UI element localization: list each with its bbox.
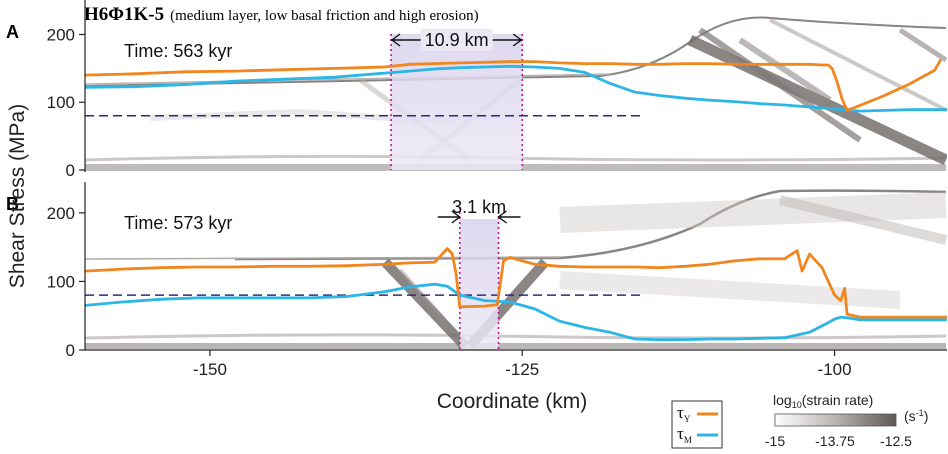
colorbar: log10(strain rate) (s-1) -15 -13.75 -12.… xyxy=(765,392,928,449)
legend-symbol-tau-y: τY xyxy=(677,403,691,424)
panel-b-series-tau-y xyxy=(85,247,947,319)
y-axis-label: Shear Stress (MPa) xyxy=(6,104,29,288)
legend-item-tau-y: τY xyxy=(677,403,718,424)
panel-letter-b: B xyxy=(6,194,19,214)
panel-b-arrow-head-left xyxy=(451,210,461,224)
panel-a-y-tick-label: 0 xyxy=(66,161,75,180)
panel-a-y-tick-label: 100 xyxy=(47,93,75,112)
colorbar-unit: (s-1) xyxy=(904,408,928,424)
panel-b-width-marker: 3.1 km xyxy=(437,197,521,224)
legend-symbol-tau-m: τM xyxy=(677,424,692,445)
panel-b-y-tick-label: 100 xyxy=(47,272,75,291)
x-tick-label: -150 xyxy=(193,360,227,379)
x-tick-label: -125 xyxy=(505,360,539,379)
panel-a-y-tick-label: 200 xyxy=(47,25,75,44)
panel-a-width-marker: 10.9 km xyxy=(390,29,523,51)
legend-item-tau-m: τM xyxy=(677,424,718,445)
panel-b: 0 100 200 -150 -125 -100 Time: 573 kyr 3.1 k… xyxy=(47,182,947,379)
panel-a-series-tau-m xyxy=(85,64,947,113)
panel-a-arrow-head-right xyxy=(512,33,523,47)
panel-b-deformation-window xyxy=(459,219,499,350)
panel-a-time-label: Time: 563 kyr xyxy=(124,41,232,61)
panel-b-width-label: 3.1 km xyxy=(452,197,506,217)
panel-b-series-tau-m xyxy=(85,282,947,342)
panel-b-arrow-head-right xyxy=(497,210,507,224)
panel-a-width-label-bg xyxy=(420,29,493,51)
panel-letter-a: A xyxy=(6,22,19,42)
panel-a-arrow-head-left xyxy=(390,33,401,47)
panel-b-y-tick-label: 200 xyxy=(47,204,75,223)
panel-b-y-ticks: 0 100 200 xyxy=(47,204,85,360)
figure-title: H6Φ1K-5 (medium layer, low basal friction… xyxy=(84,4,479,25)
colorbar-tick-max: -12.5 xyxy=(880,433,912,449)
panel-a-series-tau-y xyxy=(85,58,943,112)
panel-b-strain-field xyxy=(85,189,947,350)
x-tick-label: -100 xyxy=(818,360,852,379)
panel-a: 0 100 200 Time: 563 kyr 10.9 km xyxy=(47,0,947,180)
colorbar-tick-min: -15 xyxy=(765,433,785,449)
x-axis-label: Coordinate (km) xyxy=(437,390,588,413)
legend-box xyxy=(671,400,723,449)
panel-a-strain-field xyxy=(85,16,947,171)
colorbar-label: log10(strain rate) xyxy=(773,392,873,410)
panel-a-deformation-window xyxy=(391,34,523,170)
legend: τY τM xyxy=(671,400,723,449)
panel-a-y-ticks: 0 100 200 xyxy=(47,25,85,180)
colorbar-gradient xyxy=(774,413,897,427)
colorbar-tick-mid: -13.75 xyxy=(815,433,855,449)
panel-a-width-label: 10.9 km xyxy=(425,30,489,50)
x-ticks: -150 -125 -100 xyxy=(193,350,852,379)
panel-b-time-label: Time: 573 kyr xyxy=(124,213,232,233)
panel-b-y-tick-label: 0 xyxy=(66,341,75,360)
